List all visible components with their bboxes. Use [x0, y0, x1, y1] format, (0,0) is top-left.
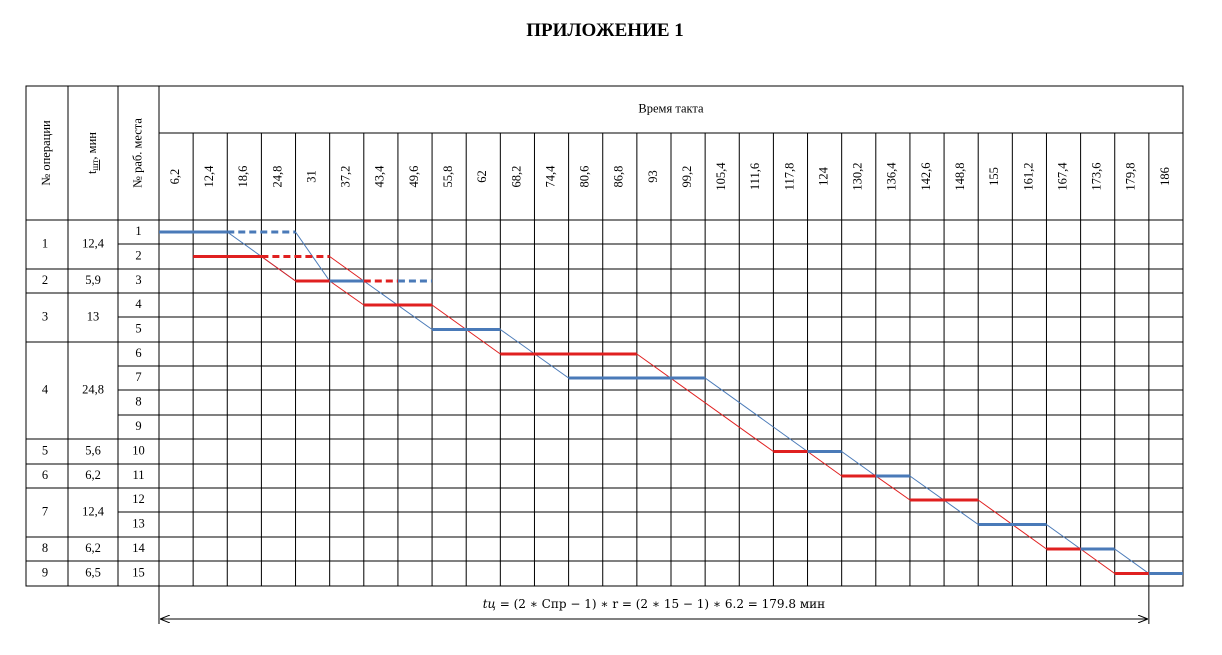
workplace-number: 8	[135, 394, 141, 408]
time-tick-label: 105,4	[714, 162, 728, 191]
operation-number: 9	[42, 565, 48, 579]
workplace-number: 14	[132, 541, 145, 555]
time-tick-label: 136,4	[885, 162, 899, 191]
gantt-link-red	[329, 280, 365, 306]
workplace-number: 5	[135, 321, 141, 335]
workplace-number: 11	[132, 468, 144, 482]
time-tick-label: 74,4	[543, 165, 557, 188]
time-tick-label: 173,6	[1090, 162, 1104, 190]
time-tick-label: 167,4	[1055, 162, 1069, 191]
time-tick-label: 99,2	[680, 166, 694, 188]
time-tick-label: 80,6	[578, 166, 592, 188]
gantt-link-red	[807, 451, 842, 477]
gantt-link-red	[1080, 548, 1116, 574]
header-operation-number: № операции	[39, 120, 53, 186]
workplace-number: 12	[132, 492, 145, 506]
time-tick-label: 117,8	[782, 163, 796, 191]
time-tick-label: 31	[304, 170, 318, 183]
time-tick-label: 18,6	[236, 166, 250, 188]
cycle-time-annotation: tц = (2 ∗ Cпр − 1) ∗ r = (2 ∗ 15 − 1) ∗ …	[158, 586, 1150, 624]
time-tick-label: 93	[646, 170, 660, 183]
workplace-number: 1	[135, 224, 141, 238]
time-tick-label: 155	[987, 167, 1001, 186]
operation-time: 6,2	[85, 468, 101, 482]
operation-time: 12,4	[82, 236, 105, 250]
gantt-link-red	[636, 353, 774, 452]
gantt-lines	[159, 230, 1183, 575]
time-tick-label: 49,6	[407, 166, 421, 188]
time-tick-label: 111,6	[748, 163, 762, 190]
operation-number: 8	[42, 541, 48, 555]
time-tick-label: 179,8	[1124, 162, 1138, 190]
time-tick-label: 86,8	[612, 166, 626, 188]
workplace-number: 2	[135, 248, 141, 262]
workplace-number: 9	[135, 419, 141, 433]
operation-number: 3	[42, 309, 48, 323]
operation-number: 5	[42, 443, 48, 457]
workplace-number: 7	[135, 370, 141, 384]
time-tick-label: 12,4	[202, 165, 216, 188]
time-tick-label: 24,8	[270, 166, 284, 188]
operation-number: 1	[42, 236, 48, 250]
time-tick-label: 55,8	[441, 166, 455, 188]
operation-time: 6,5	[85, 565, 101, 579]
time-tick-label: 43,4	[373, 165, 387, 188]
time-tick-label: 130,2	[851, 162, 865, 190]
workplace-number: 3	[135, 273, 141, 287]
operation-time: 13	[87, 309, 100, 323]
operation-time: 6,2	[85, 541, 101, 555]
operation-time: 5,6	[85, 443, 101, 457]
workplace-number: 10	[132, 443, 145, 457]
gantt-link-red	[875, 475, 911, 501]
gantt-link-red	[329, 256, 365, 282]
time-tick-label: 148,8	[953, 162, 967, 190]
time-tick-label: 124	[816, 166, 830, 186]
table-text: № операции tшт, мин № раб. места Время такт…	[39, 101, 1172, 579]
gantt-link-blue	[704, 377, 808, 452]
time-tick-label: 6,2	[168, 169, 182, 185]
workplace-number: 13	[132, 516, 145, 530]
operation-number: 4	[42, 382, 49, 396]
header-workplace-number: № раб. места	[130, 118, 144, 188]
gantt-link-blue	[295, 231, 331, 282]
gantt-link-blue	[1114, 548, 1150, 574]
table-grid	[25, 85, 1184, 587]
workplace-number: 6	[135, 346, 141, 360]
operation-number: 7	[42, 504, 48, 518]
operation-number: 6	[42, 468, 48, 482]
operation-time: 24,8	[82, 382, 104, 396]
operation-time: 12,4	[82, 504, 105, 518]
header-piece-time: tшт, мин	[85, 132, 100, 174]
time-tick-label: 142,6	[919, 162, 933, 190]
workplace-number: 4	[135, 297, 142, 311]
table-border	[25, 85, 1184, 587]
gantt-link-blue	[841, 451, 877, 477]
gantt-link-blue	[1046, 524, 1081, 550]
time-tick-label: 161,2	[1021, 162, 1035, 190]
cycle-time-formula: tц = (2 ∗ Cпр − 1) ∗ r = (2 ∗ 15 − 1) ∗ …	[483, 597, 825, 611]
operation-number: 2	[42, 273, 48, 287]
workplace-number: 15	[132, 565, 145, 579]
time-tick-label: 62	[475, 170, 489, 183]
page-title: ПРИЛОЖЕНИЕ 1	[526, 20, 684, 41]
time-tick-label: 186	[1158, 167, 1172, 186]
header-takt-time: Время такта	[638, 101, 704, 115]
operation-time: 5,9	[85, 273, 101, 287]
time-tick-label: 68,2	[509, 166, 523, 188]
time-tick-label: 37,2	[339, 166, 353, 188]
gantt-link-red	[261, 256, 296, 282]
